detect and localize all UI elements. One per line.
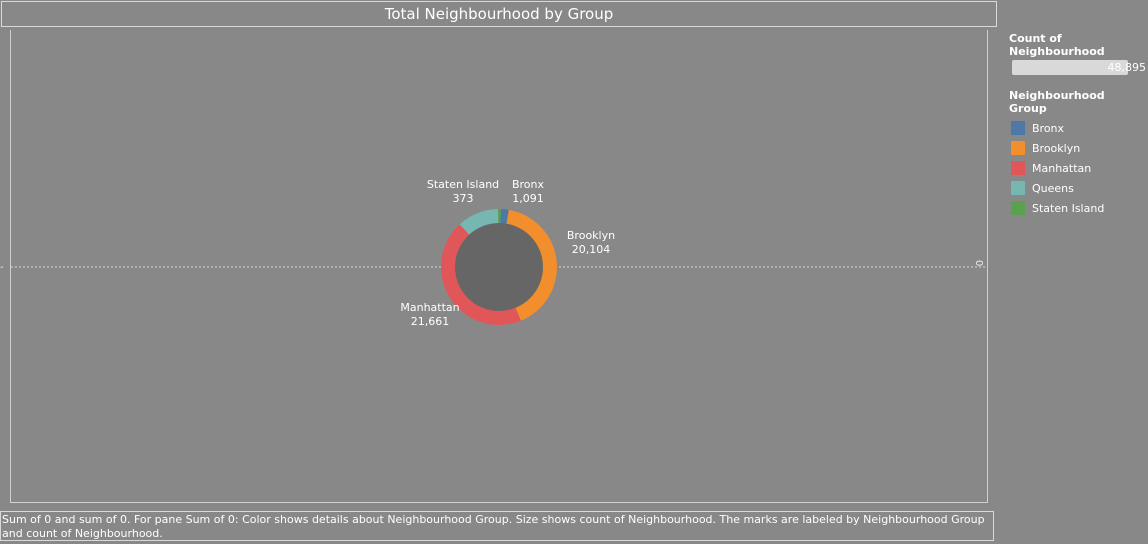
- legend-label: Manhattan: [1032, 161, 1092, 175]
- legend-swatch: [1011, 181, 1025, 195]
- legend-label: Staten Island: [1032, 201, 1105, 215]
- legend-item-staten-island[interactable]: Staten Island: [1009, 198, 1145, 218]
- slice-label-name: Manhattan: [400, 301, 459, 314]
- slice-label-value: 21,661: [411, 315, 450, 328]
- chart-caption: Sum of 0 and sum of 0. For pane Sum of 0…: [0, 511, 994, 541]
- color-legend-items: Bronx Brooklyn Manhattan Queens Staten I…: [1009, 118, 1145, 218]
- legend-swatch: [1011, 201, 1025, 215]
- slice-label-name: Bronx: [512, 178, 545, 191]
- legend: Count of Neighbourhood 48,895 Neighbourh…: [1009, 32, 1146, 218]
- size-legend-bar: 48,895: [1012, 60, 1146, 75]
- legend-label: Brooklyn: [1032, 141, 1081, 155]
- legend-item-brooklyn[interactable]: Brooklyn: [1009, 138, 1145, 158]
- slice-label-value: 20,104: [572, 243, 611, 256]
- donut-center: [455, 223, 543, 311]
- legend-swatch: [1011, 141, 1025, 155]
- legend-swatch: [1011, 121, 1025, 135]
- slice-label-value: 373: [453, 192, 474, 205]
- legend-label: Bronx: [1032, 121, 1065, 135]
- legend-item-manhattan[interactable]: Manhattan: [1009, 158, 1145, 178]
- slice-label-name: Brooklyn: [567, 229, 615, 242]
- legend-item-bronx[interactable]: Bronx: [1009, 118, 1145, 138]
- chart-title: Total Neighbourhood by Group: [1, 1, 997, 27]
- size-legend-value: 48,895: [1107, 61, 1147, 74]
- plot-area: Bronx 1,091 Brooklyn 20,104 Manhattan 21,661 S…: [10, 30, 988, 503]
- size-legend-title: Count of Neighbourhood: [1009, 32, 1105, 58]
- legend-item-queens[interactable]: Queens: [1009, 178, 1145, 198]
- legend-label: Queens: [1032, 181, 1074, 195]
- axis-zero-label: 0: [973, 260, 984, 267]
- slice-label-name: Staten Island: [427, 178, 499, 191]
- axis-tick-left: -: [0, 262, 4, 273]
- legend-swatch: [1011, 161, 1025, 175]
- slice-label-value: 1,091: [512, 192, 544, 205]
- color-legend-title: Neighbourhood Group: [1009, 89, 1105, 115]
